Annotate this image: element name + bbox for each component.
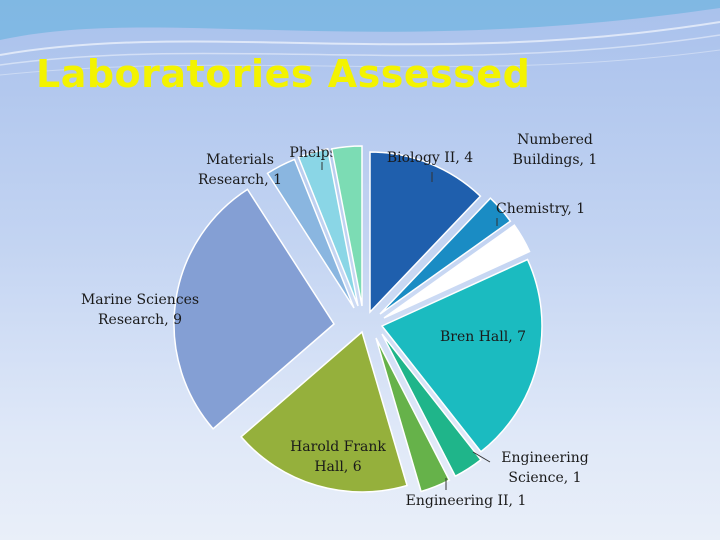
pie-slice-3 bbox=[380, 258, 543, 453]
pie-slice-5 bbox=[375, 337, 451, 493]
pie-slice-0 bbox=[369, 151, 482, 314]
slice-label-6: Harold Frank Hall, 6 bbox=[290, 439, 386, 475]
pie-slice-7 bbox=[173, 188, 335, 430]
leader-line-4 bbox=[472, 451, 491, 463]
slice-label-4: Engineering Science, 1 bbox=[501, 450, 588, 486]
pie-slice-10 bbox=[330, 145, 363, 307]
pie-slice-2 bbox=[383, 224, 531, 319]
pie-slice-6 bbox=[240, 330, 409, 493]
slice-label-1: Numbered Buildings, 1 bbox=[513, 132, 598, 168]
slice-label-5: Engineering II, 1 bbox=[406, 493, 527, 509]
pie-slice-8 bbox=[266, 158, 355, 309]
page-title: Laboratories Assessed bbox=[36, 52, 531, 96]
pie-slice-9 bbox=[297, 148, 359, 307]
slice-label-3: Bren Hall, 7 bbox=[440, 329, 526, 345]
slice-label-8: Materials Research, 1 bbox=[198, 152, 282, 188]
slice-label-0: Biology II, 4 bbox=[387, 150, 473, 166]
header-wave-decoration bbox=[0, 0, 720, 76]
pie-slice-4 bbox=[381, 333, 482, 478]
slice-label-7: Marine Sciences Research, 9 bbox=[81, 292, 199, 328]
pie-slice-1 bbox=[379, 197, 512, 315]
slice-label-2: Chemistry, 1 bbox=[496, 201, 585, 217]
